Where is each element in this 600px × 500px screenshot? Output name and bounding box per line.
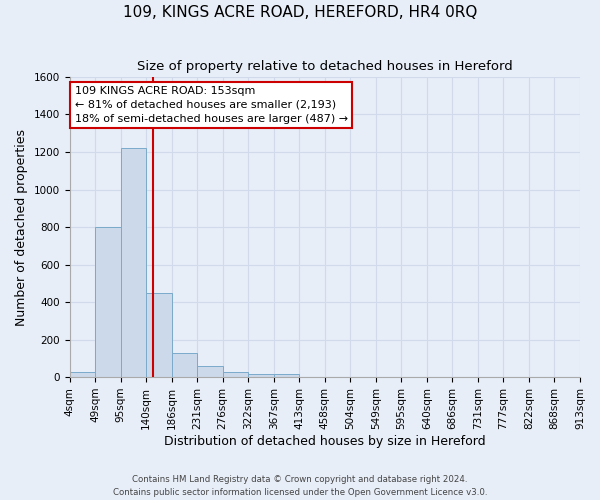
Bar xyxy=(172,352,197,377)
Title: Size of property relative to detached houses in Hereford: Size of property relative to detached ho… xyxy=(137,60,512,73)
Bar xyxy=(223,372,248,377)
Bar xyxy=(274,374,299,377)
Bar xyxy=(95,227,121,377)
Y-axis label: Number of detached properties: Number of detached properties xyxy=(15,128,28,326)
Bar xyxy=(146,292,172,377)
Text: Contains HM Land Registry data © Crown copyright and database right 2024.
Contai: Contains HM Land Registry data © Crown c… xyxy=(113,476,487,497)
X-axis label: Distribution of detached houses by size in Hereford: Distribution of detached houses by size … xyxy=(164,434,485,448)
Bar xyxy=(197,366,223,377)
Text: 109, KINGS ACRE ROAD, HEREFORD, HR4 0RQ: 109, KINGS ACRE ROAD, HEREFORD, HR4 0RQ xyxy=(123,5,477,20)
Bar xyxy=(121,148,146,377)
Text: 109 KINGS ACRE ROAD: 153sqm
← 81% of detached houses are smaller (2,193)
18% of : 109 KINGS ACRE ROAD: 153sqm ← 81% of det… xyxy=(74,86,348,124)
Bar xyxy=(70,372,95,377)
Bar xyxy=(248,374,274,377)
